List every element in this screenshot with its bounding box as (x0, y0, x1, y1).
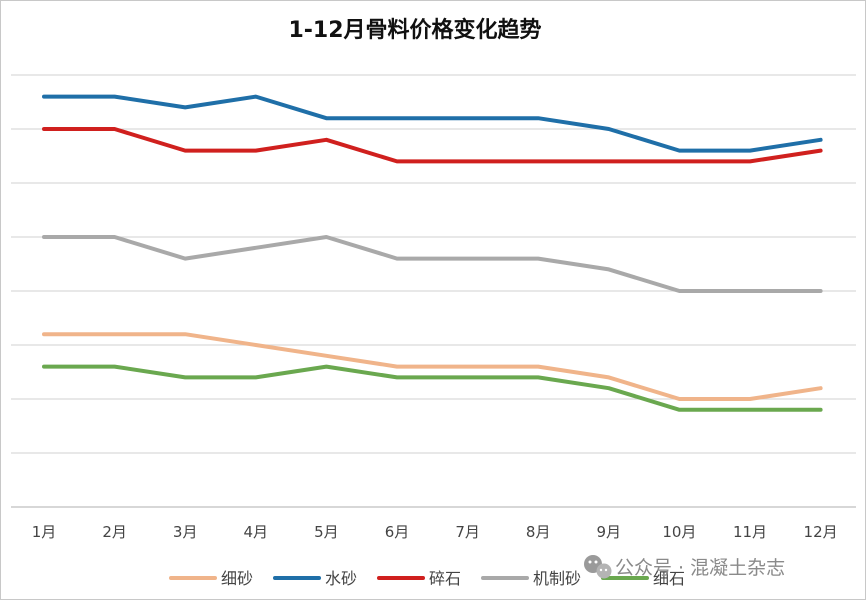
series-line (42, 235, 823, 293)
x-tick-label: 7月 (455, 523, 480, 541)
chart-title: 1-12月骨料价格变化趋势 (288, 17, 541, 43)
x-tick-label: 5月 (314, 523, 339, 541)
series-line (42, 332, 823, 401)
x-tick-label: 11月 (733, 523, 767, 541)
x-tick-label: 12月 (804, 523, 838, 541)
series-line (42, 94, 823, 153)
watermark-text: 公众号 · 混凝土杂志 (615, 557, 785, 579)
series-line (42, 127, 823, 164)
x-tick-label: 2月 (102, 523, 127, 541)
series-lines (42, 94, 823, 412)
gridlines (11, 74, 856, 508)
legend-label: 碎石 (429, 569, 461, 588)
wechat-icon (584, 555, 612, 579)
x-tick-label: 3月 (173, 523, 198, 541)
x-tick-label: 1月 (32, 523, 57, 541)
x-tick-label: 10月 (662, 523, 696, 541)
legend-label: 机制砂 (533, 569, 581, 588)
x-axis-ticks: 1月 2月 3月 4月 5月 6月 7月 8月 9月 10月 11月 12月 (32, 523, 838, 541)
series-line (42, 364, 823, 412)
legend-label: 水砂 (325, 569, 357, 588)
x-tick-label: 4月 (244, 523, 269, 541)
x-tick-label: 6月 (385, 523, 410, 541)
x-tick-label: 8月 (526, 523, 551, 541)
legend-label: 细砂 (221, 569, 253, 588)
legend: 细砂 水砂 碎石 机制砂 细石 (169, 569, 685, 588)
legend-label: 细石 (653, 569, 685, 588)
x-tick-label: 9月 (597, 523, 622, 541)
watermark: 公众号 · 混凝土杂志 (584, 555, 785, 579)
